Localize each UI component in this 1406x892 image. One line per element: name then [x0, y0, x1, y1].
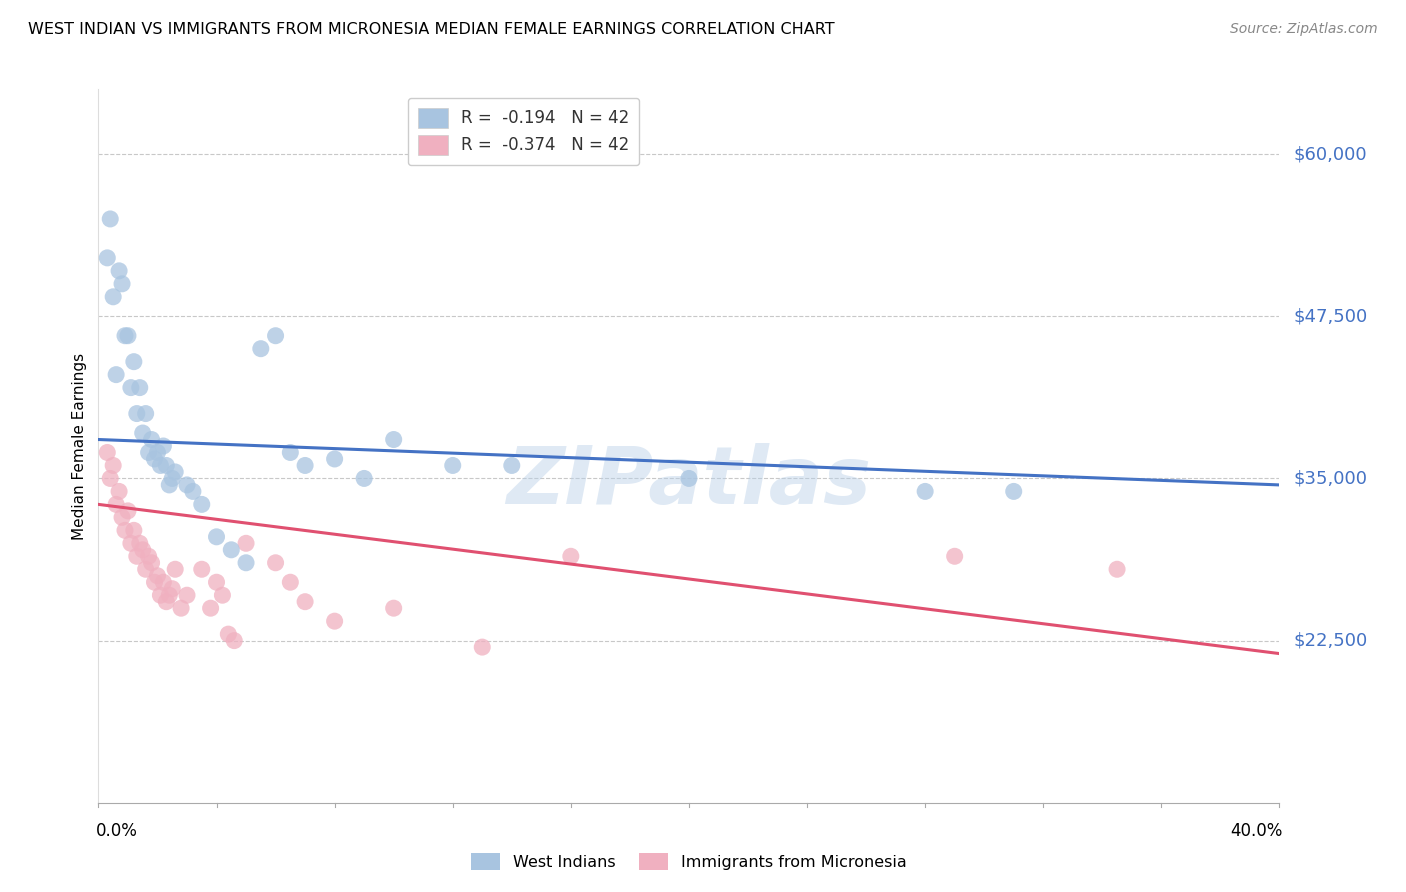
- Point: [382, 601, 405, 615]
- Point: [120, 381, 142, 395]
- Point: [157, 478, 180, 492]
- Point: [294, 458, 316, 473]
- Legend: West Indians, Immigrants from Micronesia: West Indians, Immigrants from Micronesia: [465, 847, 912, 877]
- Point: [162, 582, 183, 596]
- Point: [122, 524, 145, 538]
- Point: [943, 549, 966, 564]
- Point: [143, 575, 166, 590]
- Point: [138, 549, 160, 564]
- Point: [111, 277, 134, 291]
- Point: [294, 595, 316, 609]
- Point: [471, 640, 494, 654]
- Point: [152, 575, 174, 590]
- Text: WEST INDIAN VS IMMIGRANTS FROM MICRONESIA MEDIAN FEMALE EARNINGS CORRELATION CHA: WEST INDIAN VS IMMIGRANTS FROM MICRONESI…: [28, 22, 835, 37]
- Text: $22,500: $22,500: [1294, 632, 1368, 649]
- Point: [157, 588, 180, 602]
- Point: [146, 568, 169, 582]
- Point: [250, 342, 273, 356]
- Point: [191, 562, 214, 576]
- Point: [111, 510, 134, 524]
- Point: [149, 588, 172, 602]
- Point: [96, 251, 118, 265]
- Point: [132, 425, 155, 440]
- Point: [200, 601, 222, 615]
- Point: [382, 433, 405, 447]
- Point: [96, 445, 118, 459]
- Point: [141, 556, 163, 570]
- Point: [211, 588, 233, 602]
- Point: [219, 542, 242, 557]
- Text: $47,500: $47,500: [1294, 307, 1368, 326]
- Point: [235, 556, 257, 570]
- Point: [143, 452, 166, 467]
- Text: Source: ZipAtlas.com: Source: ZipAtlas.com: [1230, 22, 1378, 37]
- Point: [135, 407, 157, 421]
- Point: [132, 542, 155, 557]
- Point: [170, 601, 193, 615]
- Point: [165, 465, 187, 479]
- Point: [217, 627, 239, 641]
- Point: [235, 536, 257, 550]
- Point: [152, 439, 174, 453]
- Point: [128, 536, 150, 550]
- Point: [155, 595, 177, 609]
- Point: [98, 211, 121, 226]
- Text: ZIPatlas: ZIPatlas: [506, 442, 872, 521]
- Point: [264, 328, 287, 343]
- Point: [441, 458, 464, 473]
- Point: [162, 471, 183, 485]
- Point: [224, 633, 246, 648]
- Text: $60,000: $60,000: [1294, 145, 1367, 163]
- Point: [1002, 484, 1025, 499]
- Point: [181, 484, 204, 499]
- Point: [125, 407, 148, 421]
- Point: [117, 504, 139, 518]
- Point: [155, 458, 177, 473]
- Point: [501, 458, 523, 473]
- Point: [103, 290, 125, 304]
- Point: [914, 484, 936, 499]
- Y-axis label: Median Female Earnings: Median Female Earnings: [72, 352, 87, 540]
- Point: [108, 264, 131, 278]
- Point: [122, 354, 145, 368]
- Point: [149, 458, 172, 473]
- Point: [117, 328, 139, 343]
- Point: [98, 471, 121, 485]
- Point: [678, 471, 700, 485]
- Point: [323, 614, 346, 628]
- Point: [120, 536, 142, 550]
- Point: [278, 445, 302, 459]
- Point: [205, 530, 228, 544]
- Text: 40.0%: 40.0%: [1230, 822, 1282, 840]
- Point: [264, 556, 287, 570]
- Point: [141, 433, 163, 447]
- Point: [146, 445, 169, 459]
- Point: [105, 368, 128, 382]
- Point: [191, 497, 214, 511]
- Point: [125, 549, 148, 564]
- Point: [108, 484, 131, 499]
- Point: [353, 471, 375, 485]
- Point: [278, 575, 302, 590]
- Point: [205, 575, 228, 590]
- Point: [176, 478, 198, 492]
- Point: [128, 381, 150, 395]
- Point: [105, 497, 128, 511]
- Point: [323, 452, 346, 467]
- Point: [560, 549, 582, 564]
- Point: [138, 445, 160, 459]
- Point: [114, 328, 136, 343]
- Point: [1105, 562, 1128, 576]
- Text: 0.0%: 0.0%: [96, 822, 138, 840]
- Point: [176, 588, 198, 602]
- Point: [103, 458, 125, 473]
- Text: $35,000: $35,000: [1294, 469, 1368, 487]
- Point: [135, 562, 157, 576]
- Point: [165, 562, 187, 576]
- Point: [114, 524, 136, 538]
